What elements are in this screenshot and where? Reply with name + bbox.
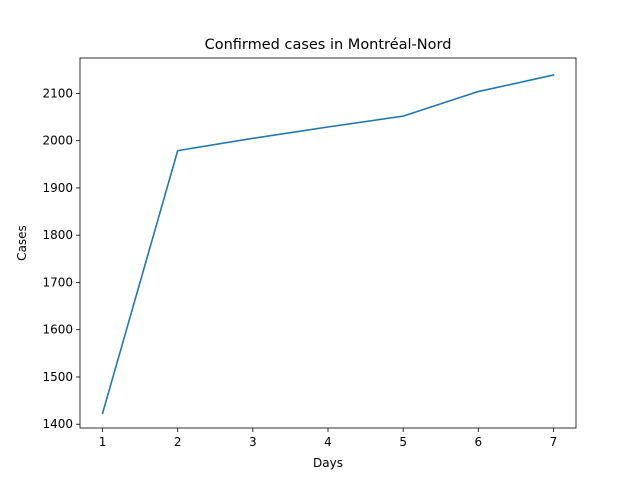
plot-area-frame (79, 57, 577, 429)
x-tick-label: 4 (324, 435, 332, 449)
y-axis: 1400 1500 1600 1700 1800 1900 2000 2100 (42, 86, 80, 431)
x-tick-label: 1 (99, 435, 107, 449)
y-tick-label: 2000 (42, 134, 73, 148)
x-tick-label: 5 (399, 435, 407, 449)
y-tick-label: 2100 (42, 86, 73, 100)
y-tick-label: 1500 (42, 370, 73, 384)
series-line (101, 74, 555, 415)
series-layer (101, 74, 555, 415)
x-tick-label: 7 (550, 435, 558, 449)
x-tick-label: 2 (174, 435, 182, 449)
y-tick-label: 1900 (42, 181, 73, 195)
chart-title: Confirmed cases in Montréal-Nord (205, 37, 452, 53)
x-axis-label: Days (313, 456, 343, 470)
y-tick-label: 1600 (42, 323, 73, 337)
x-tick-label: 3 (249, 435, 257, 449)
y-tick-label: 1400 (42, 417, 73, 431)
x-tick-label: 6 (474, 435, 482, 449)
y-axis-label: Cases (15, 225, 29, 261)
y-tick-label: 1800 (42, 228, 73, 242)
y-tick-label: 1700 (42, 275, 73, 289)
x-axis: 1 2 3 4 5 6 7 (99, 428, 558, 449)
